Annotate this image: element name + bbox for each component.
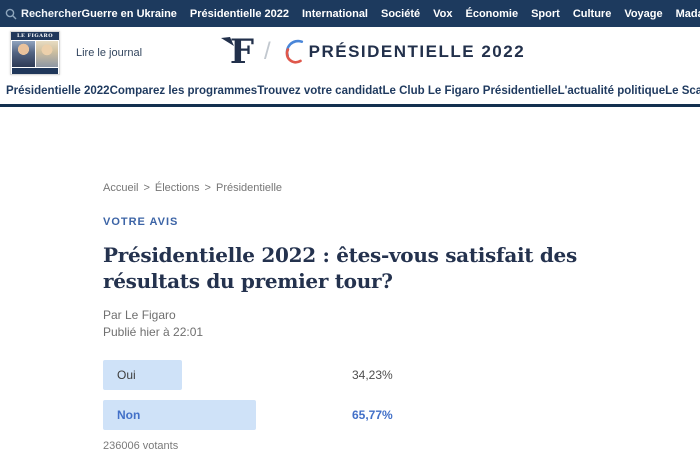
title-line-2: résultats du premier tour?	[103, 269, 393, 294]
topnav-item-madame[interactable]: Madame	[675, 7, 700, 20]
figaro-f-logo[interactable]: F	[220, 35, 254, 69]
presidentielle-2022-wordmark: PRÉSIDENTIELLE 2022	[308, 42, 526, 61]
topnav-item-voyage[interactable]: Voyage	[624, 7, 663, 20]
poll-option-oui-label: Oui	[117, 368, 136, 383]
brand-logo: F / PRÉSIDENTIELLE 2022	[0, 27, 700, 77]
breadcrumb-elections[interactable]: Élections	[154, 182, 200, 194]
subnav-item-comparez-les-programmes[interactable]: Comparez les programmes	[109, 84, 258, 97]
topnav-item-vox[interactable]: Vox	[433, 7, 453, 20]
arc-icon	[281, 38, 307, 66]
topnav-item-guerre-en-ukraine[interactable]: Guerre en Ukraine	[81, 7, 177, 20]
breadcrumb: Accueil > Élections > Présidentielle	[103, 182, 700, 194]
subnav-item-trouvez-votre-candidat[interactable]: Trouvez votre candidat	[257, 84, 383, 97]
newspaper-front-page-thumbnail: LE FIGARO	[10, 31, 60, 75]
byline: Par Le Figaro Publié hier à 22:01	[103, 307, 700, 341]
read-journal-label: Lire le journal	[76, 47, 143, 59]
breadcrumb-separator: >	[204, 182, 211, 194]
topnav-item-presidentielle-2022[interactable]: Présidentielle 2022	[189, 7, 289, 20]
vote-count: 236006 votants	[103, 440, 179, 453]
top-navbar: Rechercher Guerre en Ukraine Présidentie…	[0, 0, 700, 27]
macron-photo	[12, 41, 35, 67]
title-line-1: Présidentielle 2022 : êtes-vous satisfai…	[103, 243, 577, 267]
subnav-item-le-club[interactable]: Le Club Le Figaro Présidentielle	[382, 84, 558, 97]
kicker-votre-avis: VOTRE AVIS	[103, 216, 179, 228]
poll-non-percentage: 65,77%	[352, 408, 393, 423]
poll-results: Oui 34,23% Non 65,77% 236006 votants	[103, 360, 700, 452]
article: Accueil > Élections > Présidentielle VOT…	[0, 107, 700, 452]
breadcrumb-separator: >	[143, 182, 150, 194]
poll-oui-percentage: 34,23%	[352, 368, 393, 383]
topnav-item-international[interactable]: International	[301, 7, 368, 20]
topnav-item-culture[interactable]: Culture	[572, 7, 612, 20]
top-menu: Guerre en Ukraine Présidentielle 2022 In…	[82, 7, 700, 21]
subnav-item-actualite-politique[interactable]: L'actualité politique	[557, 84, 666, 97]
breadcrumb-accueil[interactable]: Accueil	[103, 182, 139, 194]
page-title: Présidentielle 2022 : êtes-vous satisfai…	[103, 242, 700, 295]
poll-option-non-label: Non	[117, 408, 141, 423]
newspaper-masthead: LE FIGARO	[11, 32, 59, 40]
search-button[interactable]: Rechercher	[5, 8, 82, 20]
poll-option-oui[interactable]: Oui	[103, 360, 183, 391]
lepen-photo	[35, 41, 58, 67]
topnav-item-societe[interactable]: Société	[381, 7, 421, 20]
search-label: Rechercher	[21, 7, 82, 20]
publish-date: Publié hier à 22:01	[103, 324, 204, 339]
newspaper-caption-strip	[12, 68, 58, 74]
subnav-item-presidentielle-2022[interactable]: Présidentielle 2022	[6, 84, 110, 97]
author: Par Le Figaro	[103, 307, 176, 322]
poll-option-non[interactable]: Non	[103, 400, 256, 431]
site-header: LE FIGARO Lire le journal F / PRÉSIDENTI…	[0, 27, 700, 77]
presidentielle-logo[interactable]: PRÉSIDENTIELLE 2022	[281, 38, 526, 66]
subnav-item-le-scan-politique[interactable]: Le Scan politique	[665, 84, 700, 97]
section-navbar: Présidentielle 2022 Comparez les program…	[0, 77, 700, 107]
read-journal-link[interactable]: LE FIGARO Lire le journal	[10, 31, 142, 75]
logo-slash-divider: /	[263, 38, 271, 65]
poll-row-oui: Oui 34,23%	[103, 360, 700, 391]
breadcrumb-presidentielle[interactable]: Présidentielle	[215, 182, 283, 194]
poll-row-non: Non 65,77%	[103, 400, 700, 431]
topnav-item-economie[interactable]: Économie	[465, 7, 519, 20]
search-icon	[5, 8, 17, 20]
topnav-item-sport[interactable]: Sport	[531, 7, 560, 20]
